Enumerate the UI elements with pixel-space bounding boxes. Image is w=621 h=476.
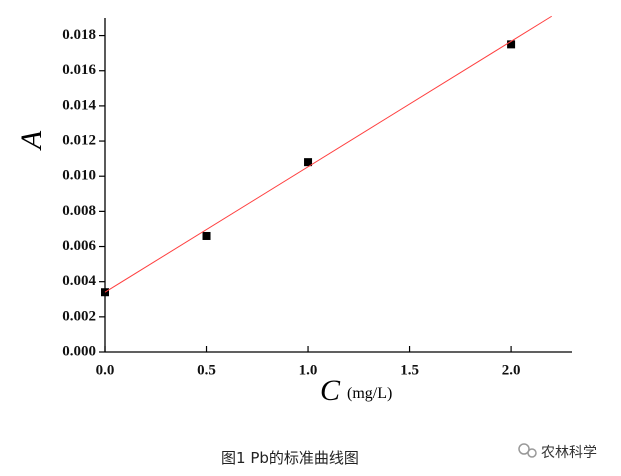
y-tick-label: 0.006 [62,238,96,254]
y-tick-label: 0.010 [62,168,96,184]
point [202,231,211,240]
point [507,40,516,49]
y-tick-label: 0.012 [62,132,96,148]
caption: 图1 Pb的标准曲线图 [221,449,359,467]
fit-line [104,15,552,293]
y-axis-label: A [15,130,48,151]
x-axis-label: C [320,374,341,407]
watermark-icon [518,443,537,458]
x-tick-label: 1.0 [299,362,318,378]
y-tick-label: 0.016 [62,62,96,78]
y-tick-label: 0.008 [62,203,96,219]
x-axis-unit: (mg/L) [347,385,392,402]
x-tick-label: 1.5 [400,362,419,378]
y-tick-label: 0.018 [62,27,96,43]
watermark: 农林科学 [541,445,597,461]
x-tick-label: 2.0 [502,362,521,378]
y-tick-label: 0.014 [62,97,96,113]
y-tick-label: 0.000 [62,343,96,359]
y-tick-label: 0.004 [62,273,96,289]
point [304,158,313,167]
x-tick-label: 0.0 [96,362,115,378]
y-tick-label: 0.002 [62,308,96,324]
x-tick-label: 0.5 [197,362,216,378]
